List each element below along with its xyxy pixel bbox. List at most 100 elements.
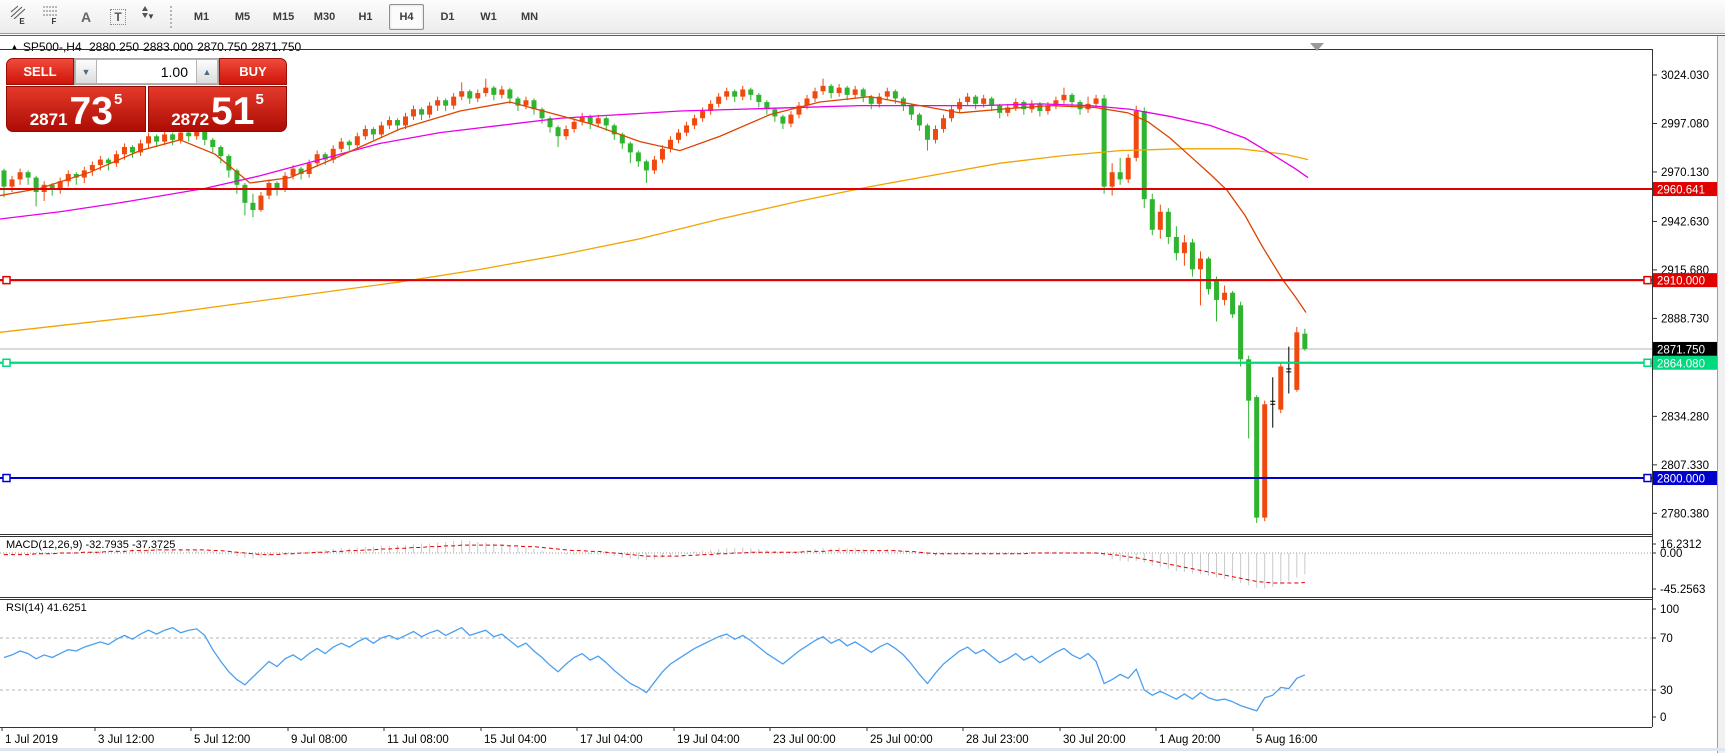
candles — [1, 78, 1308, 524]
candlestick-chart[interactable]: 3024.0302997.0802970.1302942.6302915.680… — [0, 36, 1725, 753]
rsi-line — [3, 626, 1306, 712]
date-label: 28 Jul 23:00 — [966, 734, 1029, 746]
price-axis-label: 2888.730 — [1661, 313, 1709, 325]
toolbar-separator — [170, 5, 177, 28]
volume-increase-button[interactable]: ▲ — [196, 59, 218, 84]
price-axis-label: 3024.030 — [1661, 70, 1709, 82]
top-toolbar: E F A T ▼ M1 M5 M15 M30 H1 H4 D1 W1 MN — [0, 0, 1725, 34]
buy-button[interactable]: BUY — [219, 58, 287, 85]
sell-price-prefix: 2871 — [29, 110, 68, 129]
price-tag-text: 2871.750 — [1657, 344, 1705, 356]
channels-icon — [10, 5, 26, 19]
buy-price-prefix: 2872 — [171, 110, 210, 129]
price-tag-2800.000 — [1653, 471, 1717, 486]
bar-high: 2883.000 — [143, 40, 194, 54]
volume-input[interactable]: 1.00 — [97, 59, 196, 84]
macd-axis-label: 0.00 — [1660, 548, 1682, 560]
timeframe-D1[interactable]: D1 — [440, 10, 455, 23]
timeframe-M1[interactable]: M1 — [193, 10, 210, 23]
price-tag-2910.000 — [1653, 273, 1717, 288]
timeframe-H4[interactable]: H4 — [389, 3, 424, 30]
timeframe-M15[interactable]: M15 — [272, 10, 295, 23]
date-label: 1 Jul 2019 — [5, 734, 58, 746]
ma-slow-orange — [0, 148, 1309, 333]
text-label-tool-button[interactable]: A — [80, 8, 92, 25]
arrows-icon — [142, 5, 148, 18]
price-axis-label: 2942.630 — [1661, 216, 1709, 228]
channels-tool-button[interactable]: E — [9, 4, 35, 30]
rsi-value: 41.6251 — [46, 602, 87, 614]
chart-shift-marker-icon[interactable] — [1310, 43, 1324, 51]
macd-axis-label: 16.2312 — [1660, 539, 1702, 551]
hline-handle[interactable] — [2, 473, 11, 483]
bar-close: 2871.750 — [251, 40, 302, 54]
timeframe-W1[interactable]: W1 — [480, 10, 497, 23]
sell-price-big: 73 — [69, 90, 113, 134]
date-label: 3 Jul 12:00 — [98, 734, 154, 746]
date-label: 19 Jul 04:00 — [677, 734, 740, 746]
macd-signal-line — [4, 544, 1305, 584]
buy-price-display[interactable]: 2872 51 5 — [148, 86, 287, 132]
rsi-axis-label: 70 — [1660, 633, 1673, 645]
price-tag-text: 2960.641 — [1657, 185, 1705, 197]
rsi-panel: 100 70 30 0 — [0, 604, 1679, 724]
hline-handle[interactable] — [1643, 275, 1652, 285]
price-axis-label: 2834.280 — [1661, 411, 1709, 423]
timeframe-H1[interactable]: H1 — [358, 10, 373, 23]
time-axis: 1 Jul 2019 3 Jul 12:00 5 Jul 12:00 9 Jul 08… — [1, 727, 1317, 746]
timeframe-M30[interactable]: M30 — [313, 10, 336, 23]
symbol-timeframe: SP500-,H4 — [22, 40, 82, 54]
date-label: 23 Jul 00:00 — [773, 734, 836, 746]
date-label: 5 Aug 16:00 — [1256, 734, 1317, 746]
ma-mid-magenta — [0, 103, 1309, 220]
fibonacci-icon — [43, 6, 57, 15]
fibonacci-tool-button[interactable]: F — [41, 4, 67, 30]
sell-price-display[interactable]: 2871 73 5 — [6, 86, 146, 132]
right-scroll-strip[interactable] — [1718, 36, 1725, 753]
price-tag-text: 2910.000 — [1657, 276, 1705, 288]
date-label: 1 Aug 20:00 — [1159, 734, 1220, 746]
timeframe-group: M1 M5 M15 M30 H1 H4 D1 W1 MN — [181, 3, 550, 30]
date-label: 30 Jul 20:00 — [1063, 734, 1126, 746]
volume-decrease-button[interactable]: ▼ — [75, 59, 97, 84]
arrows-tool-button[interactable]: ▼ — [137, 4, 163, 30]
ma-fast-red — [0, 95, 1307, 313]
hline-handle[interactable] — [1643, 473, 1652, 483]
hline-handle[interactable] — [2, 358, 11, 368]
chart-window[interactable]: ▲ SP500-,H4 2880.250 2883.000 2870.750 2871.… — [0, 35, 1725, 753]
channels-tool-letter: E — [19, 17, 25, 26]
volume-spinner: ▼ 1.00 ▲ — [74, 58, 219, 85]
text-tool-letter: T — [110, 8, 126, 25]
date-label: 25 Jul 00:00 — [870, 734, 933, 746]
fibonacci-tool-letter: F — [51, 17, 57, 26]
collapse-triangle-icon: ▲ — [10, 42, 19, 52]
bar-low: 2870.750 — [197, 40, 248, 54]
price-axis: 3024.0302997.0802970.1302942.6302915.680… — [1652, 70, 1717, 520]
one-click-trading-panel: SELL ▼ 1.00 ▲ BUY 2871 73 5 2872 51 5 — [6, 58, 287, 132]
text-tool-button[interactable]: T — [105, 4, 131, 30]
price-axis-label: 2970.130 — [1661, 167, 1709, 179]
timeframe-M5[interactable]: M5 — [234, 10, 251, 23]
chart-title: ▲ SP500-,H4 2880.250 2883.000 2870.750 2871.… — [10, 40, 305, 54]
rsi-indicator-label: RSI(14) 41.6251 — [6, 602, 87, 614]
date-label: 15 Jul 04:00 — [484, 734, 547, 746]
hline-handle[interactable] — [1643, 358, 1652, 368]
price-tag-text: 2800.000 — [1657, 474, 1705, 486]
buy-price-sup: 5 — [255, 91, 264, 108]
date-label: 5 Jul 12:00 — [194, 734, 250, 746]
date-label: 9 Jul 08:00 — [291, 734, 347, 746]
timeframe-MN[interactable]: MN — [520, 10, 539, 23]
bar-open: 2880.250 — [88, 40, 140, 54]
macd-axis-label: -45.2563 — [1660, 584, 1705, 596]
price-tag-2960.641 — [1653, 182, 1717, 197]
date-label: 11 Jul 08:00 — [387, 734, 449, 746]
hline-handle[interactable] — [2, 275, 11, 285]
buy-price-big: 51 — [211, 90, 255, 134]
price-axis-label: 2780.380 — [1661, 508, 1709, 520]
price-axis-label: 2997.080 — [1661, 118, 1709, 130]
price-tag-2864.080 — [1653, 355, 1717, 370]
sell-button[interactable]: SELL — [6, 58, 74, 85]
window-bottom-edge — [0, 748, 1725, 751]
price-tag-text: 2864.080 — [1657, 358, 1705, 370]
